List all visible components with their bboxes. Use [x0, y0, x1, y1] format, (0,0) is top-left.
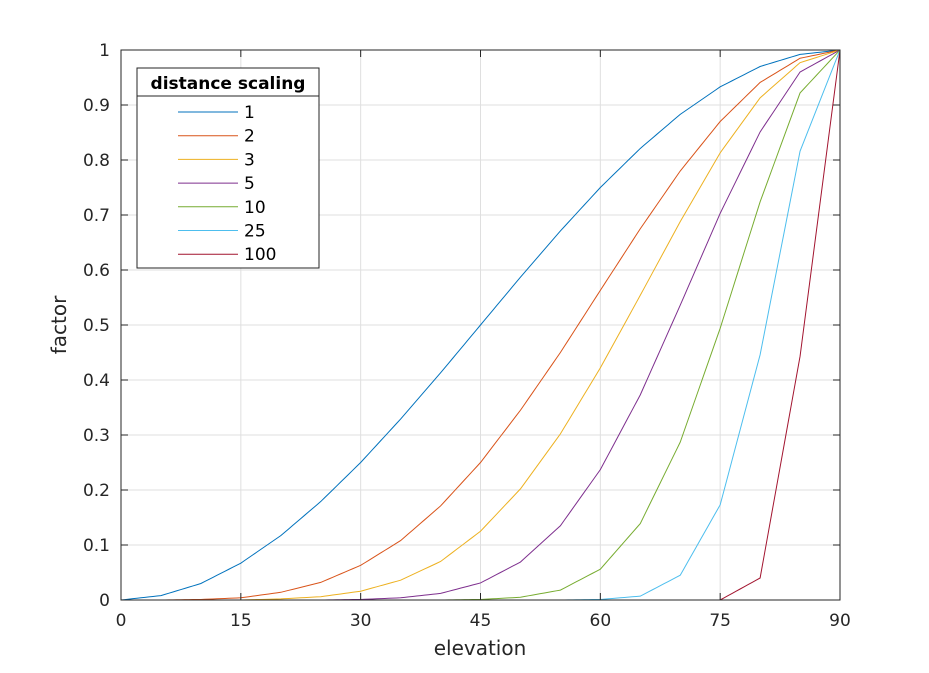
ticks — [120, 49, 841, 601]
legend-label-2: 2 — [244, 127, 255, 147]
legend-items: 1 2 3 5 10 25 100 — [178, 103, 276, 265]
y-tick-label: 1 — [99, 41, 110, 61]
legend-label-3: 3 — [244, 150, 255, 170]
y-tick-label: 0.9 — [83, 96, 110, 116]
series-line-1 — [120, 49, 841, 601]
x-tick-labels: 0 15 30 45 60 75 90 — [116, 611, 851, 631]
legend[interactable]: distance scaling 1 2 3 5 10 25 100 — [136, 67, 320, 269]
x-tick-label: 90 — [829, 611, 851, 631]
legend-label-1: 1 — [244, 103, 255, 123]
x-tick-label: 75 — [709, 611, 731, 631]
x-axis-label: elevation — [434, 636, 527, 660]
legend-box — [136, 67, 320, 269]
y-tick-label: 0.1 — [83, 536, 110, 556]
legend-label-100: 100 — [244, 245, 276, 265]
x-tick-label: 60 — [590, 611, 612, 631]
y-tick-label: 0.7 — [83, 206, 110, 226]
x-tick-label: 45 — [470, 611, 492, 631]
y-tick-label: 0.2 — [83, 481, 110, 501]
y-tick-label: 0 — [99, 591, 110, 611]
y-tick-label: 0.5 — [83, 316, 110, 336]
x-tick-label: 30 — [350, 611, 372, 631]
legend-label-25: 25 — [244, 222, 266, 242]
x-tick-label: 0 — [116, 611, 127, 631]
y-tick-label: 0.3 — [83, 426, 110, 446]
y-tick-label: 0.6 — [83, 261, 110, 281]
y-tick-label: 0.8 — [83, 151, 110, 171]
legend-label-10: 10 — [244, 198, 266, 218]
y-tick-labels: 0 0.1 0.2 0.3 0.4 0.5 0.6 0.7 0.8 0.9 1 — [83, 41, 110, 611]
x-tick-label: 15 — [230, 611, 252, 631]
y-axis-label: factor — [47, 295, 71, 354]
y-tick-label: 0.4 — [83, 371, 110, 391]
legend-label-5: 5 — [244, 174, 255, 194]
legend-title: distance scaling — [151, 74, 306, 94]
